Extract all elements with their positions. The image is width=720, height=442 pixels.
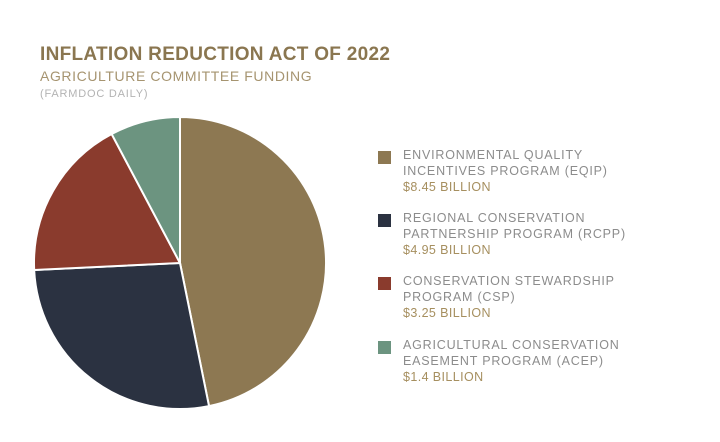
legend-value-csp: $3.25 BILLION [403,306,491,320]
legend-swatch-acep [378,341,391,354]
chart-title: INFLATION REDUCTION ACT OF 2022 [40,44,391,65]
legend-label-rcpp: REGIONAL CONSERVATION PARTNERSHIP PROGRA… [403,211,626,241]
chart-source: (FARMDOC DAILY) [40,88,149,100]
legend-item-csp: CONSERVATION STEWARDSHIP PROGRAM (CSP) $… [378,273,708,321]
legend-label-csp: CONSERVATION STEWARDSHIP PROGRAM (CSP) [403,274,615,304]
pie-slice-acep [110,116,181,264]
pie-slice-rcpp [33,262,211,411]
chart-header: INFLATION REDUCTION ACT OF 2022 AGRICULT… [40,44,390,101]
legend-label-acep: AGRICULTURAL CONSERVATION EASEMENT PROGR… [403,338,620,368]
pie-slice-csp [33,133,181,271]
legend-swatch-rcpp [378,214,391,227]
pie-slice-eqip [179,116,328,408]
legend-label-eqip: ENVIRONMENTAL QUALITY INCENTIVES PROGRAM… [403,148,608,178]
legend-value-acep: $1.4 BILLION [403,370,484,384]
legend-item-acep: AGRICULTURAL CONSERVATION EASEMENT PROGR… [378,337,708,385]
legend-value-rcpp: $4.95 BILLION [403,243,491,257]
legend: ENVIRONMENTAL QUALITY INCENTIVES PROGRAM… [378,147,708,400]
legend-item-rcpp: REGIONAL CONSERVATION PARTNERSHIP PROGRA… [378,210,708,258]
legend-value-eqip: $8.45 BILLION [403,180,491,194]
legend-swatch-csp [378,277,391,290]
legend-swatch-eqip [378,151,391,164]
legend-item-eqip: ENVIRONMENTAL QUALITY INCENTIVES PROGRAM… [378,147,708,195]
chart-subtitle: AGRICULTURE COMMITTEE FUNDING [40,68,313,84]
